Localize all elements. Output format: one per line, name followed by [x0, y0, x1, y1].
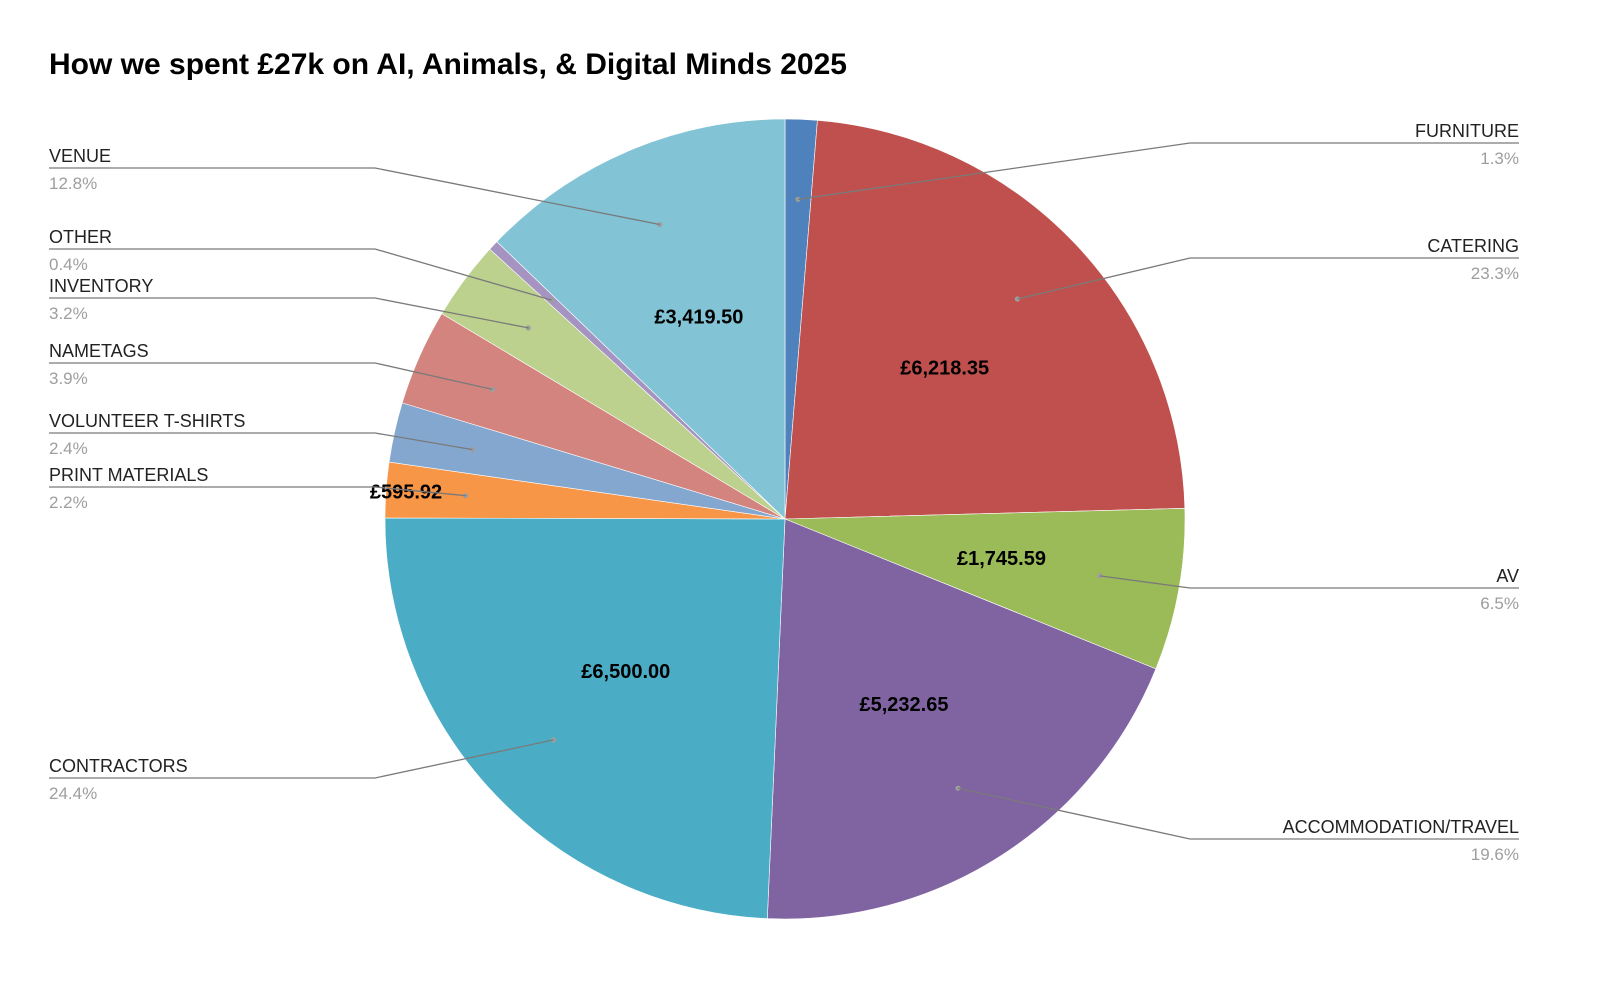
category-label-other: OTHER	[49, 227, 112, 247]
value-label-venue: £3,419.50	[654, 307, 743, 329]
category-labels: FURNITURE 1.3% CATERING 23.3% AV 6.5% ACCOMMOD…	[49, 121, 1519, 864]
value-labels: £6,218.35 £1,745.59 £5,232.65 £6,500.00 £595…	[370, 307, 1046, 716]
leader-lines	[49, 142, 1519, 840]
percent-label-av: 6.5%	[1480, 594, 1519, 613]
value-label-print-materials: £595.92	[370, 481, 442, 503]
category-label-contractors: CONTRACTORS	[49, 756, 188, 776]
slice-contractors	[384, 517, 786, 919]
leader-line-print-materials	[49, 486, 466, 497]
slice-venue	[496, 118, 786, 520]
leader-line-catering	[1017, 257, 1519, 300]
leader-line-contractors	[49, 739, 554, 779]
percent-label-venue: 12.8%	[49, 174, 97, 193]
percent-label-catering: 23.3%	[1471, 264, 1519, 283]
value-label-catering: £6,218.35	[900, 358, 989, 380]
category-label-nametags: NAMETAGS	[49, 341, 149, 361]
value-label-contractors: £6,500.00	[581, 661, 670, 683]
category-label-print-materials: PRINT MATERIALS	[49, 465, 208, 485]
percent-label-accommodation-travel: 19.6%	[1471, 845, 1519, 864]
pie-slices	[384, 118, 1186, 920]
leader-line-other	[49, 248, 552, 301]
leader-dot-venue	[657, 221, 663, 228]
category-label-accommodation-travel: ACCOMMODATION/TRAVEL	[1283, 817, 1519, 837]
leader-line-volunteer-t-shirts	[49, 432, 473, 451]
leader-line-accommodation-travel	[957, 787, 1519, 840]
percent-label-other: 0.4%	[49, 255, 88, 274]
leader-line-av	[1099, 575, 1519, 589]
percent-label-volunteer-t-shirts: 2.4%	[49, 439, 88, 458]
category-label-venue: VENUE	[49, 146, 111, 166]
category-label-volunteer-t-shirts: VOLUNTEER T-SHIRTS	[49, 411, 245, 431]
category-label-furniture: FURNITURE	[1415, 121, 1519, 141]
percent-label-inventory: 3.2%	[49, 304, 88, 323]
leader-line-furniture	[797, 142, 1519, 200]
category-label-av: AV	[1496, 566, 1519, 586]
leader-line-venue	[49, 167, 660, 226]
percent-label-nametags: 3.9%	[49, 369, 88, 388]
percent-label-print-materials: 2.2%	[49, 493, 88, 512]
percent-label-furniture: 1.3%	[1480, 149, 1519, 168]
category-label-inventory: INVENTORY	[49, 276, 153, 296]
slice-accommodation-travel	[766, 518, 1157, 920]
slice-catering	[784, 119, 1186, 520]
leader-line-inventory	[49, 297, 529, 329]
category-label-catering: CATERING	[1427, 236, 1519, 256]
leader-line-nametags	[49, 362, 493, 391]
leader-dot-inventory	[525, 325, 531, 331]
slice-av	[784, 508, 1186, 670]
value-label-accommodation-travel: £5,232.65	[860, 694, 949, 716]
value-label-av: £1,745.59	[957, 548, 1046, 570]
chart-title: How we spent £27k on AI, Animals, & Digi…	[49, 48, 847, 81]
percent-label-contractors: 24.4%	[49, 784, 97, 803]
